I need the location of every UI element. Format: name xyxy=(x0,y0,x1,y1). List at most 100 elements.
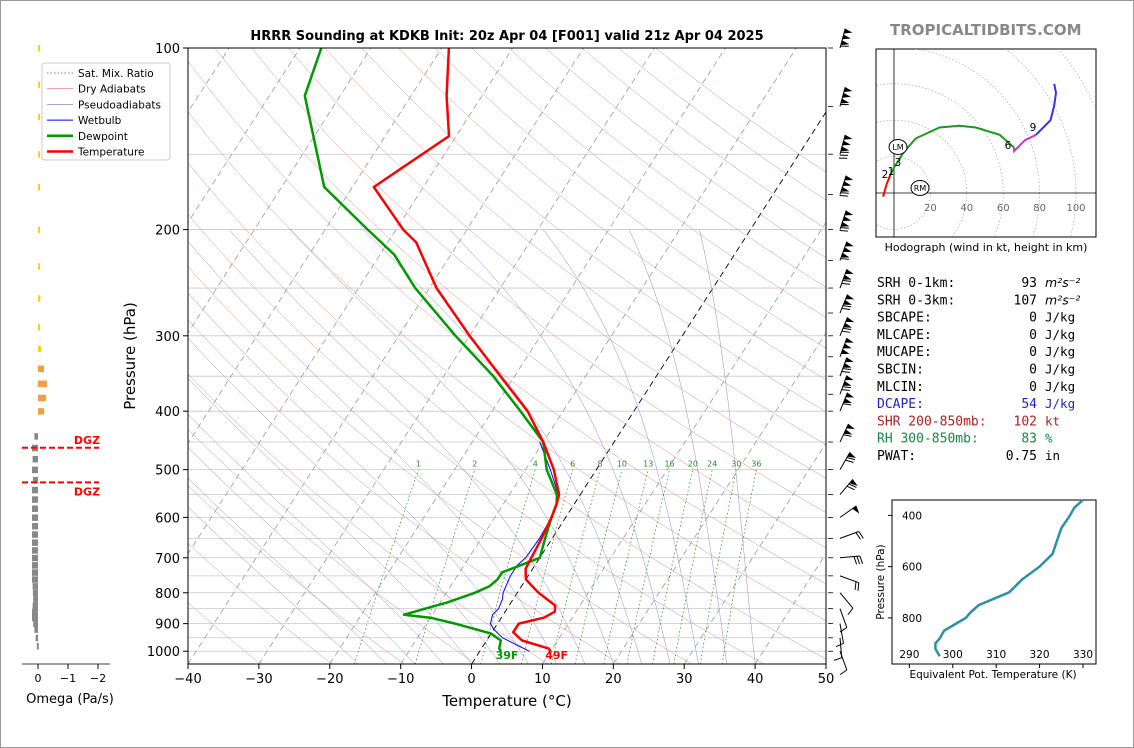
x-tick-label: 50 xyxy=(818,672,835,687)
mixing-ratio-label: 2 xyxy=(472,460,477,469)
theta-e-x-tick-label: 300 xyxy=(943,649,963,661)
dry-adiabat xyxy=(188,162,826,660)
omega-bar xyxy=(38,295,41,302)
omega-bar xyxy=(32,455,38,463)
y-tick-label: 400 xyxy=(155,405,180,420)
legend-label: Wetbulb xyxy=(78,115,122,127)
dry-adiabat xyxy=(188,485,405,664)
index-value: 83 xyxy=(1021,432,1037,447)
theta-e-x-tick-label: 310 xyxy=(986,649,1006,661)
wind-barb xyxy=(839,269,854,289)
index-label: SBCIN: xyxy=(877,363,924,378)
dry-adiabat xyxy=(188,542,333,664)
index-unit: J/kg xyxy=(1045,362,1075,377)
wind-barb xyxy=(839,478,858,495)
omega-bar xyxy=(32,562,38,569)
mixing-ratio-label: 10 xyxy=(617,460,627,469)
wind-barb xyxy=(839,375,854,395)
mixing-ratio-label: 8 xyxy=(598,460,603,469)
dry-adiabat xyxy=(361,48,826,413)
pseudoadiabat xyxy=(188,506,359,664)
omega-xlabel: Omega (Pa/s) xyxy=(26,692,114,707)
omega-bar xyxy=(35,634,38,642)
wind-barb xyxy=(839,210,854,232)
legend-label: Sat. Mix. Ratio xyxy=(78,68,154,80)
index-value: 0 xyxy=(1029,345,1037,360)
omega-bar xyxy=(33,596,38,603)
wind-barb xyxy=(839,608,848,633)
hodo-tick-label: 20 xyxy=(924,203,937,214)
omega-bar xyxy=(32,547,38,554)
index-label: SBCAPE: xyxy=(877,311,932,326)
mixing-ratio-line xyxy=(721,469,757,664)
index-unit: m²s⁻² xyxy=(1045,275,1080,290)
hodograph-caption: Hodograph (wind in kt, height in km) xyxy=(885,241,1088,254)
pseudoadiabat xyxy=(542,229,699,664)
index-unit: J/kg xyxy=(1045,379,1075,394)
index-unit: J/kg xyxy=(1045,327,1075,342)
hodo-height-label: 9 xyxy=(1030,122,1037,134)
mixing-ratio-label: 4 xyxy=(533,460,538,469)
mixing-ratio-label: 1 xyxy=(416,460,421,469)
legend-label: Dry Adiabats xyxy=(78,84,146,96)
isotherm xyxy=(612,332,826,664)
x-tick-label: 40 xyxy=(747,672,764,687)
pseudoadiabat xyxy=(188,477,387,664)
index-unit: J/kg xyxy=(1045,396,1075,411)
mixing-ratio-label: 20 xyxy=(688,460,698,469)
y-tick-label: 800 xyxy=(155,587,180,602)
index-unit: J/kg xyxy=(1045,310,1075,325)
pseudoadiabat xyxy=(188,377,472,664)
theta-e-xlabel: Equivalent Pot. Temperature (K) xyxy=(909,669,1076,681)
mixing-ratio-label: 16 xyxy=(664,460,674,469)
mixing-ratio-line xyxy=(652,469,694,664)
omega-bar xyxy=(38,365,44,373)
y-tick-label: 900 xyxy=(155,618,180,633)
x-tick-label: 20 xyxy=(605,672,622,687)
dewpoint-line xyxy=(303,48,559,652)
wind-barb xyxy=(839,87,853,107)
index-label: PWAT: xyxy=(877,449,916,464)
hodo-tick-label: 60 xyxy=(997,203,1010,214)
dry-adiabat xyxy=(398,48,826,381)
mixing-ratio-line xyxy=(414,469,476,664)
omega-bar xyxy=(38,263,40,270)
isotherm xyxy=(188,48,443,444)
indices-table: SRH 0-1km: 93 m²s⁻² SRH 0-3km: 107 m²s⁻² SBCAP… xyxy=(877,275,1080,464)
dgz-label-bottom: DGZ xyxy=(74,485,100,498)
wind-barb xyxy=(839,317,855,336)
pseudoadiabat xyxy=(449,229,671,664)
isotherm xyxy=(258,48,655,664)
wind-barb xyxy=(839,651,848,676)
wind-barb xyxy=(839,392,855,412)
omega-bar xyxy=(32,576,38,583)
chart-title: HRRR Sounding at KDKB Init: 20z Apr 04 [… xyxy=(250,29,763,44)
x-tick-label: 30 xyxy=(676,672,693,687)
mixing-ratio-line xyxy=(626,469,670,664)
omega-bar xyxy=(33,620,38,628)
isotherm xyxy=(188,48,584,664)
omega-bar xyxy=(32,583,38,590)
legend: Sat. Mix. Ratio Dry Adiabats Pseudoadiabat… xyxy=(41,62,171,161)
omega-bar xyxy=(32,531,38,538)
omega-tick-label: −2 xyxy=(90,672,106,685)
isotherm xyxy=(188,48,372,334)
omega-panel: DGZ DGZ 0 −1 −2 Omega (Pa/s) xyxy=(22,45,114,707)
index-value: 93 xyxy=(1021,276,1037,291)
dry-adiabat xyxy=(214,48,826,549)
pseudoadiabat xyxy=(699,229,756,664)
omega-bar xyxy=(32,505,38,513)
hodograph-frame xyxy=(875,48,1097,238)
omega-bar xyxy=(36,642,39,650)
index-value: 0 xyxy=(1029,311,1037,326)
omega-bar xyxy=(32,602,38,610)
theta-e-line xyxy=(934,499,1084,657)
hodo-tick-label: 80 xyxy=(1033,203,1046,214)
dry-adiabat xyxy=(324,48,826,445)
brand-watermark: TROPICALTIDBITS.COM xyxy=(890,21,1082,39)
index-label: SRH 0-3km: xyxy=(877,293,955,308)
mixing-ratio-line xyxy=(521,469,573,664)
omega-bar xyxy=(38,394,47,402)
